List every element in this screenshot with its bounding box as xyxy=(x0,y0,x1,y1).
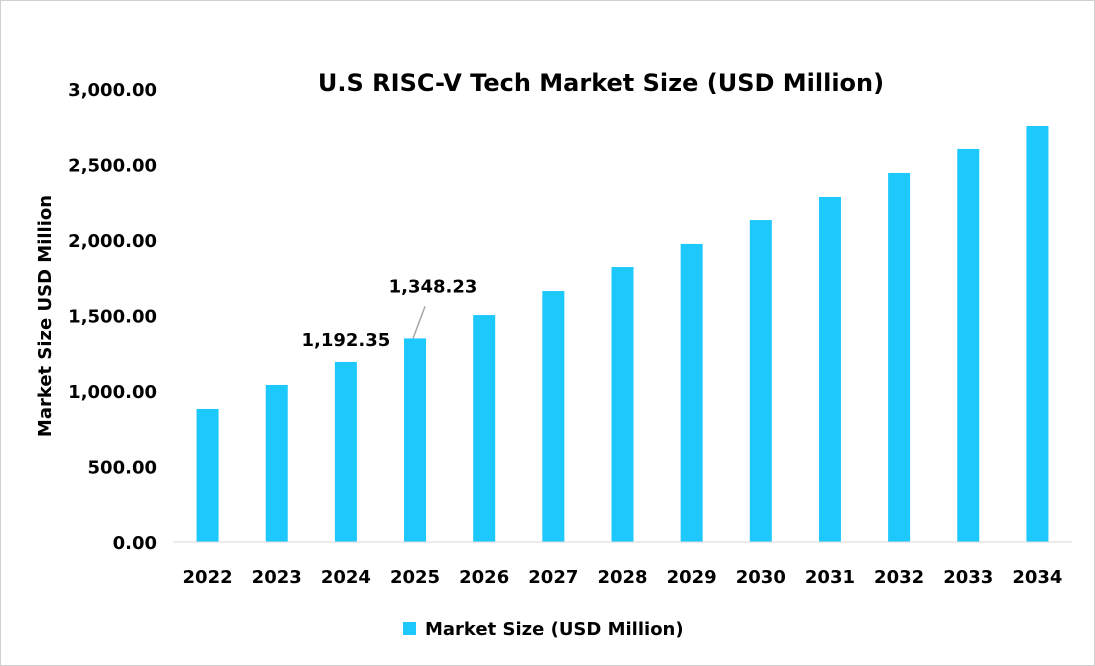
y-axis-label: Market Size USD Million xyxy=(35,195,56,437)
bar-2026 xyxy=(473,315,496,542)
data-label: 1,348.23 xyxy=(389,276,478,297)
x-tick-label: 2030 xyxy=(736,567,786,588)
legend-swatch xyxy=(403,622,416,635)
data-label: 1,192.35 xyxy=(301,330,390,351)
y-tick-label: 1,500.00 xyxy=(68,307,157,328)
x-tick-label: 2033 xyxy=(943,567,993,588)
x-tick-label: 2024 xyxy=(321,567,371,588)
y-tick-label: 1,000.00 xyxy=(68,382,157,403)
bar-2028 xyxy=(611,267,634,542)
x-tick-label: 2026 xyxy=(459,567,509,588)
x-tick-label: 2034 xyxy=(1012,567,1062,588)
bar-2034 xyxy=(1026,125,1049,543)
x-tick-label: 2027 xyxy=(528,567,578,588)
x-tick-label: 2031 xyxy=(805,567,855,588)
bar-2030 xyxy=(749,220,772,542)
bar-2022 xyxy=(196,408,219,542)
x-tick-label: 2032 xyxy=(874,567,924,588)
bar-2023 xyxy=(265,384,288,542)
chart-title: U.S RISC-V Tech Market Size (USD Million… xyxy=(318,69,884,97)
bar-2029 xyxy=(680,243,703,542)
x-tick-label: 2025 xyxy=(390,567,440,588)
bar-2032 xyxy=(888,172,911,542)
leader-line xyxy=(412,306,426,339)
x-tick-label: 2029 xyxy=(667,567,717,588)
x-tick-label: 2022 xyxy=(183,567,233,588)
legend-label: Market Size (USD Million) xyxy=(425,619,684,640)
bar-2027 xyxy=(542,291,565,542)
bar-2024 xyxy=(334,361,357,542)
y-tick-label: 2,500.00 xyxy=(68,156,157,177)
bar-2033 xyxy=(957,148,980,542)
y-tick-label: 3,000.00 xyxy=(68,80,157,101)
bar-2025 xyxy=(404,338,427,542)
legend: Market Size (USD Million) xyxy=(403,619,684,640)
y-tick-label: 500.00 xyxy=(88,458,157,479)
bar-2031 xyxy=(818,196,841,542)
x-tick-label: 2028 xyxy=(597,567,647,588)
x-tick-label: 2023 xyxy=(252,567,302,588)
y-tick-label: 2,000.00 xyxy=(68,231,157,252)
y-tick-label: 0.00 xyxy=(113,533,157,554)
